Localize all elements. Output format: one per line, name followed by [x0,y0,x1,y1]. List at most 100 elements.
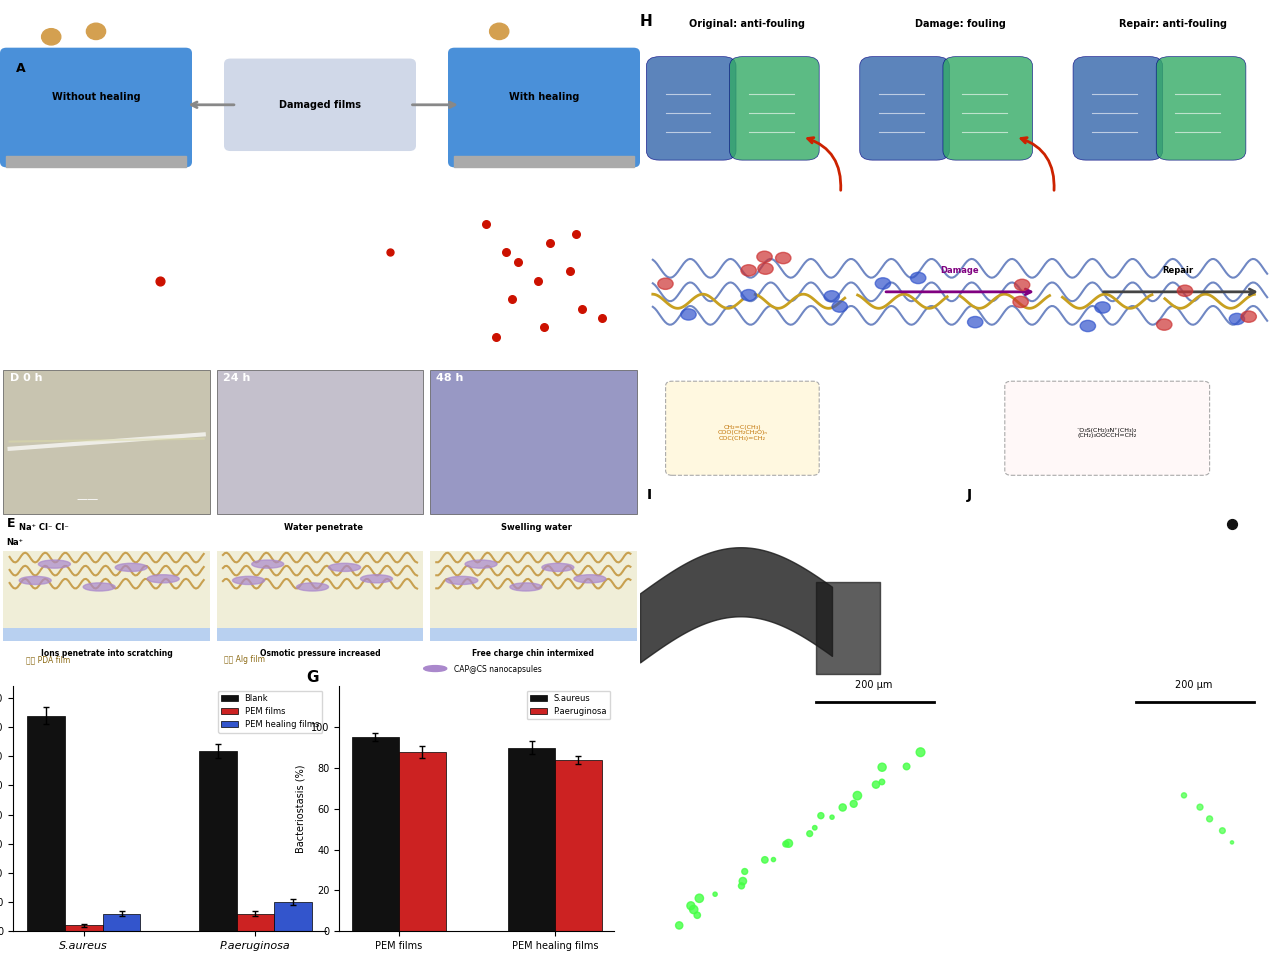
Text: E: E [6,516,15,530]
FancyBboxPatch shape [1073,57,1162,160]
Text: Repair: Repair [1162,266,1193,275]
Bar [102,914,141,931]
Point [540,235,561,251]
Text: Original: anti-fouling: Original: anti-fouling [689,19,805,29]
Text: Free charge chin intermixed: Free charge chin intermixed [472,649,594,658]
Circle shape [968,317,983,327]
Text: Na⁺: Na⁺ [6,538,23,547]
Point [486,329,507,345]
Text: With healing: With healing [509,91,579,102]
Bar [274,902,312,931]
Point [572,301,593,317]
Circle shape [233,576,265,585]
Bar [6,156,186,167]
Bar [398,752,445,931]
Text: CH₂=C(CH₃)
COO(CH₂CH₂O)ₙ
COC(CH₃)=CH₂: CH₂=C(CH₃) COO(CH₂CH₂O)ₙ COC(CH₃)=CH₂ [717,424,768,442]
Circle shape [1094,301,1110,313]
Text: I: I [646,488,652,502]
Point [150,273,170,288]
Text: J: J [966,488,972,502]
FancyBboxPatch shape [1156,57,1245,160]
Circle shape [1015,279,1030,291]
Bar [352,737,398,931]
Text: Damage: Damage [941,266,979,275]
Bar [27,715,65,931]
Text: H: H [640,14,653,30]
Bar [556,760,602,931]
Circle shape [910,273,925,283]
Point [566,227,586,242]
Circle shape [1242,311,1257,323]
Bar [65,925,102,931]
Circle shape [297,583,329,591]
Text: 200 μm: 200 μm [855,680,892,689]
Bar [198,751,237,931]
Bar [454,156,634,167]
Point [476,217,497,232]
Text: C: C [333,180,342,194]
Text: 100 μm: 100 μm [216,335,248,345]
Point [380,245,401,260]
FancyBboxPatch shape [1005,381,1210,475]
Circle shape [465,560,497,568]
Text: Swelling water: Swelling water [500,523,572,532]
Circle shape [509,583,541,591]
Circle shape [658,278,673,289]
Point [502,292,522,307]
Text: K: K [653,731,663,744]
Text: A: A [15,62,26,75]
FancyBboxPatch shape [943,57,1033,160]
Text: Scratched location: Scratched location [518,195,582,201]
Bar [508,748,556,931]
Circle shape [1080,321,1096,331]
Circle shape [361,575,393,583]
Text: L: L [973,731,982,744]
Bar [4,628,210,641]
Text: ——: —— [77,494,99,504]
Circle shape [776,252,791,264]
Text: 200 μm: 200 μm [1175,680,1212,689]
Circle shape [758,263,773,275]
FancyBboxPatch shape [730,57,819,160]
Legend: Blank, PEM films, PEM healing films: Blank, PEM films, PEM healing films [218,690,323,732]
Y-axis label: Bacteriostasis (%): Bacteriostasis (%) [296,764,306,853]
Text: 48 h: 48 h [436,373,463,383]
Point [508,254,529,270]
Circle shape [832,300,847,312]
Circle shape [489,23,509,39]
Circle shape [329,564,361,571]
Text: ⌒⌒ PDA film: ⌒⌒ PDA film [26,655,70,664]
Text: D 0 h: D 0 h [10,373,42,383]
Point [534,320,554,335]
Circle shape [756,252,772,262]
FancyBboxPatch shape [224,59,416,151]
Point [1252,342,1272,357]
Point [527,273,548,288]
Circle shape [573,575,605,583]
FancyBboxPatch shape [0,48,192,167]
Point [1277,376,1280,392]
Text: B: B [13,180,22,194]
Text: Repair: anti-fouling: Repair: anti-fouling [1119,19,1228,29]
Text: Water penetrate: Water penetrate [284,523,362,532]
Legend: S.aureus, P.aeruginosa: S.aureus, P.aeruginosa [527,690,611,719]
Circle shape [824,291,840,302]
Circle shape [424,665,447,671]
Text: Damage: fouling: Damage: fouling [915,19,1005,29]
Point [1146,520,1166,536]
Circle shape [541,564,573,571]
Text: bPEI-PEG/HA film: bPEI-PEG/HA film [361,195,420,201]
Point [559,264,580,279]
FancyBboxPatch shape [646,57,736,160]
Text: 24 h: 24 h [223,373,251,383]
Text: G: G [306,669,319,684]
Circle shape [741,265,756,276]
Text: Na⁺ Cl⁻ Cl⁻: Na⁺ Cl⁻ Cl⁻ [19,523,69,532]
Text: CAP@CS nanocapsules: CAP@CS nanocapsules [454,665,543,674]
Circle shape [1012,297,1028,307]
FancyBboxPatch shape [448,48,640,167]
Text: Without healing: Without healing [51,91,141,102]
Text: Ions penetrate into scratching: Ions penetrate into scratching [41,649,173,658]
Text: 100 μm: 100 μm [536,335,568,345]
Circle shape [19,576,51,585]
